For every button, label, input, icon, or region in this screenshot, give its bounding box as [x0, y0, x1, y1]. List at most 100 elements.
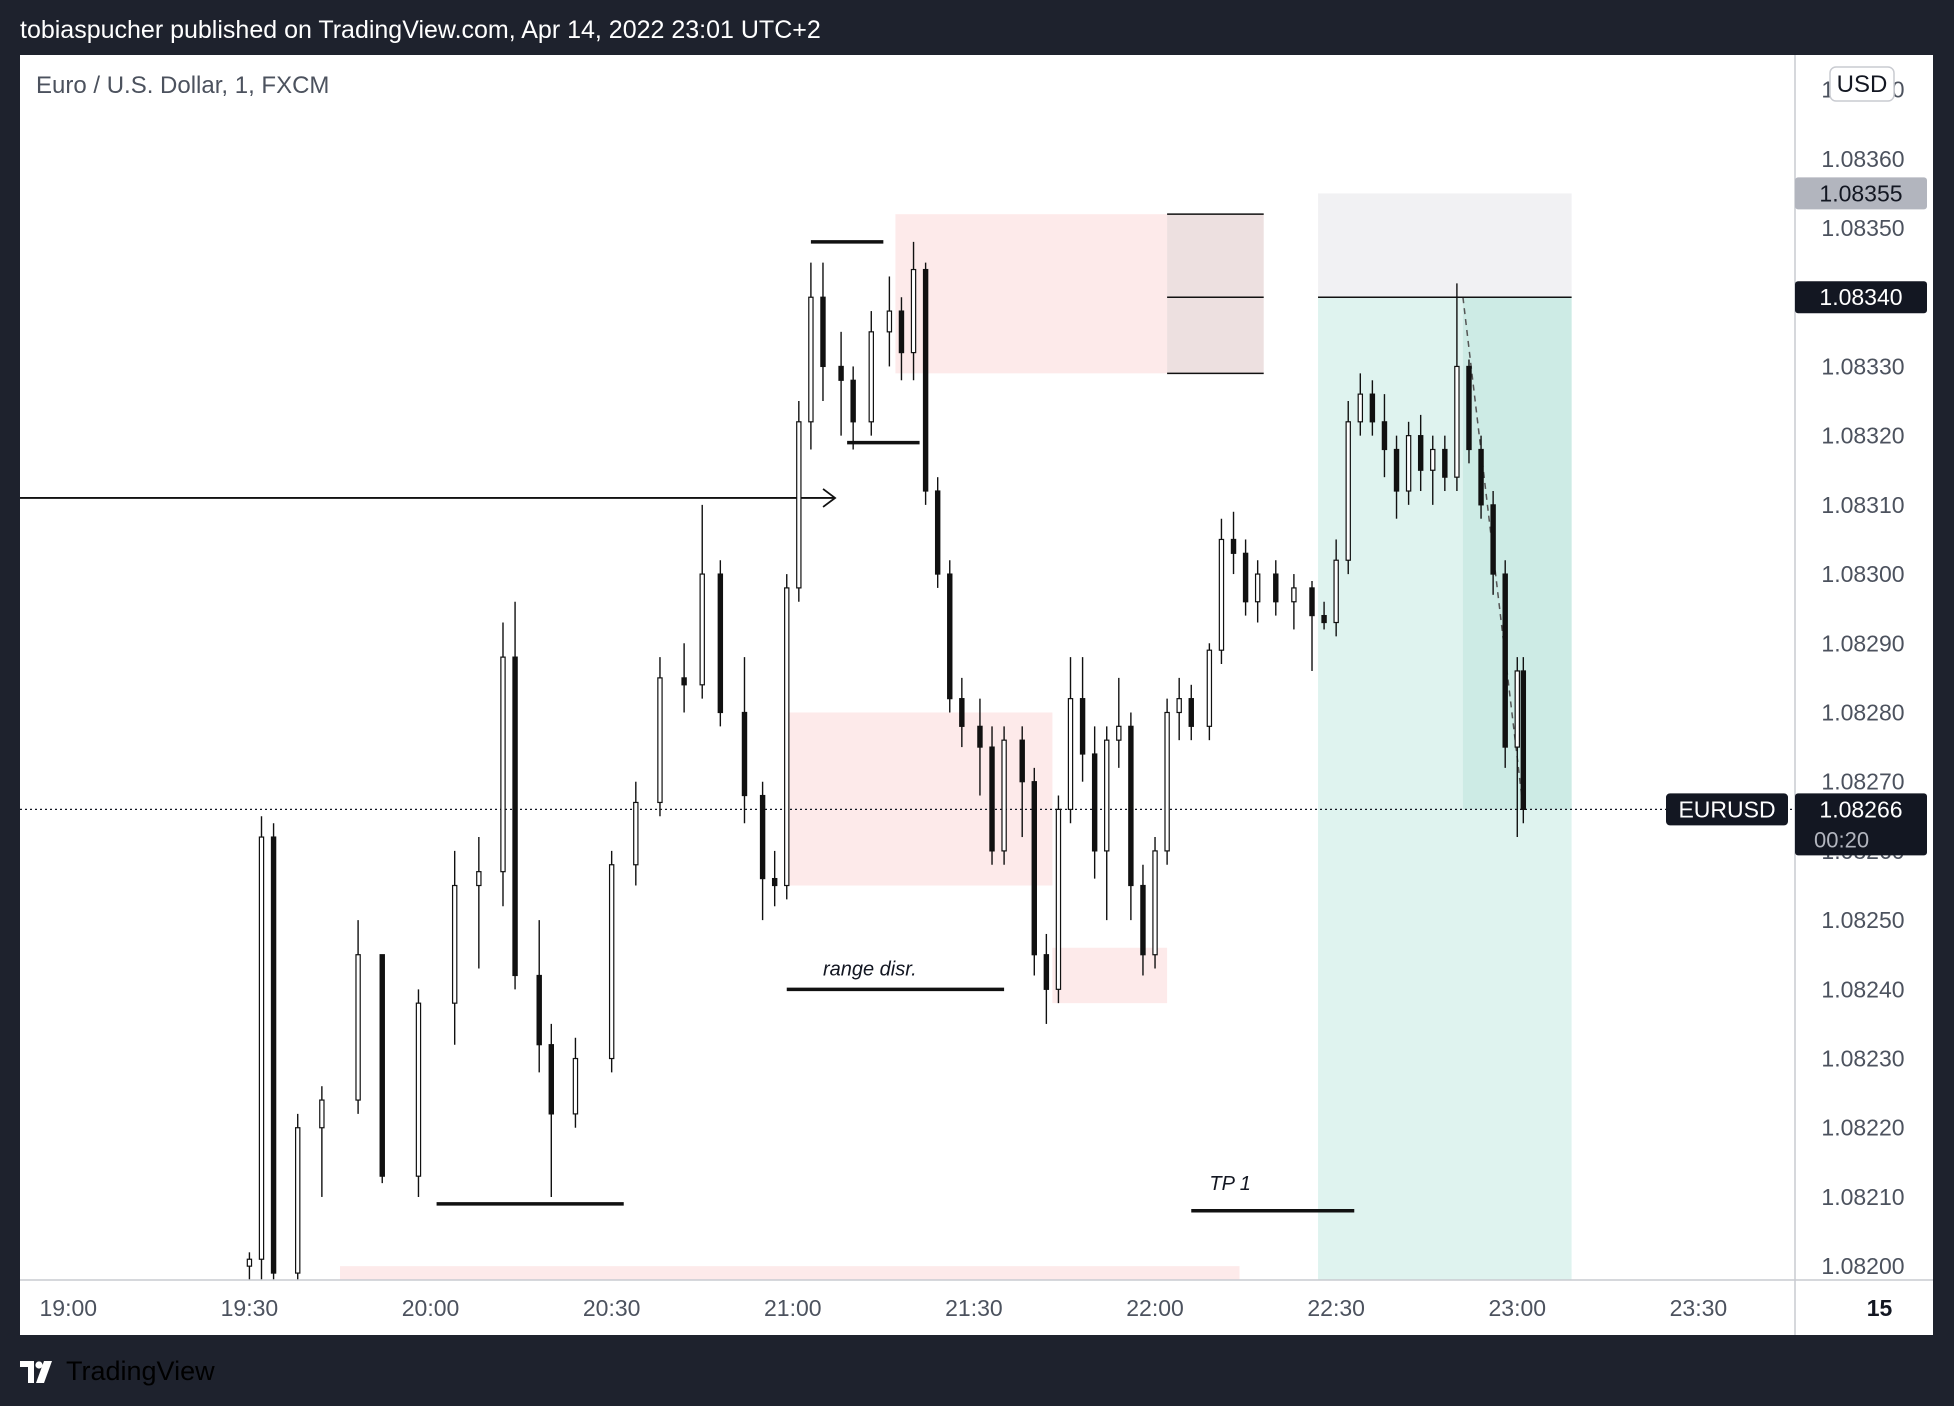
candle	[910, 241, 917, 381]
currency-label: USD	[1837, 71, 1888, 98]
candle-body	[1514, 670, 1520, 748]
candle-body	[379, 954, 385, 1177]
candle-body	[1055, 808, 1062, 990]
candle	[989, 726, 995, 865]
candle-body	[699, 573, 705, 686]
footer-bar	[0, 1335, 1954, 1406]
candle	[246, 1252, 253, 1280]
candle-body	[572, 1057, 579, 1115]
candle	[1502, 560, 1508, 768]
candle-body	[898, 310, 905, 354]
candle-body	[319, 1099, 325, 1129]
time-tick-label: 19:30	[221, 1295, 279, 1321]
zones-layer	[339, 214, 1264, 1280]
candle	[355, 920, 361, 1114]
candle	[1218, 518, 1225, 665]
candle	[1405, 421, 1412, 505]
candle	[838, 331, 844, 436]
price-tick-label: 1.08270	[1821, 769, 1904, 795]
candle	[1514, 657, 1520, 838]
candle	[1357, 373, 1364, 436]
candle	[1430, 435, 1436, 505]
price-tick-label: 1.08310	[1821, 492, 1904, 518]
time-tick-label: 23:30	[1670, 1295, 1728, 1321]
candle-body	[717, 573, 724, 714]
drawing-lines-layer	[20, 213, 1795, 1213]
candle-body	[796, 421, 802, 589]
candle-body	[548, 1044, 555, 1115]
candle-body	[1230, 538, 1237, 554]
candle	[1043, 933, 1050, 1024]
candle-body	[512, 656, 518, 977]
candle-body	[1381, 421, 1388, 451]
annotation-label: range disr.	[823, 958, 917, 980]
candle-body	[1164, 711, 1170, 852]
axis-price-label-text: 1.08340	[1819, 284, 1902, 310]
candle	[1001, 726, 1007, 865]
candle-body	[1104, 739, 1110, 852]
time-tick-label: 23:00	[1488, 1295, 1546, 1321]
candle	[451, 850, 458, 1045]
candle	[922, 262, 929, 505]
candle	[886, 276, 893, 367]
time-tick-label: 19:00	[40, 1295, 98, 1321]
arrow-head-icon	[822, 488, 837, 508]
candle	[1140, 864, 1146, 976]
axis-price-label-bg	[1795, 281, 1927, 314]
price-tick-label: 1.08350	[1821, 215, 1904, 241]
chart-frame: range disr.TP 1 1.083701.083601.083501.0…	[20, 55, 1933, 1335]
candle	[1417, 414, 1424, 492]
candle-body	[1273, 573, 1279, 603]
candle-body	[1309, 587, 1315, 617]
candle-body	[1321, 614, 1327, 624]
candle-body	[1043, 954, 1050, 990]
candle	[379, 954, 385, 1184]
candle	[1152, 837, 1158, 969]
candles-layer	[246, 241, 1527, 1280]
price-tick-label: 1.08240	[1821, 976, 1904, 1002]
candle-body	[476, 871, 482, 887]
candle-body	[922, 268, 929, 492]
candle-body	[1140, 884, 1146, 956]
candle	[1176, 677, 1182, 741]
candle	[1164, 698, 1170, 865]
candle-body	[1019, 739, 1025, 783]
candle	[1369, 380, 1376, 436]
symbol-tag-label: EURUSD	[1678, 796, 1775, 822]
candle	[959, 677, 965, 748]
candle	[808, 262, 814, 450]
candle	[1466, 359, 1472, 464]
candle	[1520, 657, 1527, 824]
candle	[681, 643, 687, 713]
candle	[1333, 539, 1339, 637]
candle	[319, 1086, 325, 1197]
candle-body	[500, 656, 506, 873]
tradingview-brand[interactable]: TradingView	[20, 1356, 215, 1387]
candle	[1254, 560, 1261, 623]
currency-button[interactable]: USD	[1829, 66, 1895, 102]
candle-body	[1333, 559, 1339, 624]
price-tick-label: 1.08290	[1821, 630, 1904, 656]
chart-canvas[interactable]: range disr.TP 1 1.083701.083601.083501.0…	[20, 55, 1933, 1335]
candle-body	[1430, 448, 1436, 471]
candle-body	[934, 490, 941, 575]
symbol-tag	[1666, 793, 1788, 826]
time-tick-label: 22:00	[1126, 1295, 1184, 1321]
candle-body	[657, 677, 663, 804]
candle	[717, 560, 724, 727]
candle-body	[258, 836, 265, 1260]
last-price-bg	[1795, 793, 1927, 856]
candle	[1206, 643, 1213, 741]
candle-body	[633, 801, 639, 866]
candle-body	[1345, 421, 1351, 561]
candle	[741, 657, 748, 824]
zone-low-zone	[1052, 947, 1168, 1004]
axis-price-label: 1.08340	[1795, 281, 1927, 314]
time-tick-label: 15	[1867, 1295, 1893, 1321]
candle-body	[1206, 649, 1213, 727]
candle-body	[1393, 448, 1400, 492]
price-tick-label: 1.08330	[1821, 353, 1904, 379]
candle-body	[246, 1258, 253, 1267]
candle	[1291, 574, 1297, 630]
candle	[536, 920, 542, 1073]
